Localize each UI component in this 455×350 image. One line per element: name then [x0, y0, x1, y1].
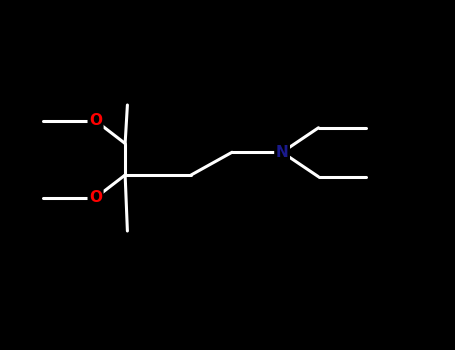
Text: O: O: [89, 190, 102, 205]
Text: N: N: [276, 145, 288, 160]
Text: O: O: [89, 113, 102, 128]
